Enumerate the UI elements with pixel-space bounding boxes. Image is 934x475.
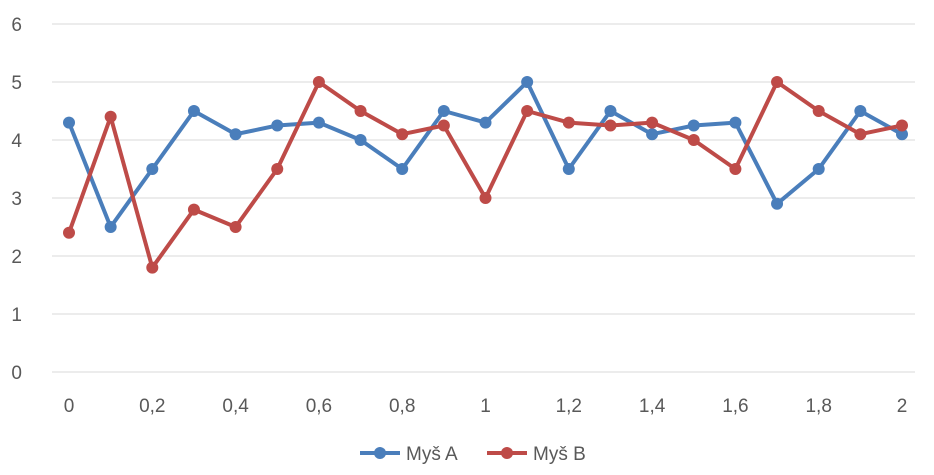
series-a-point bbox=[646, 128, 659, 141]
series-b bbox=[63, 76, 908, 274]
x-tick-label: 1,4 bbox=[639, 396, 666, 417]
y-tick-label: 5 bbox=[11, 73, 22, 94]
series-b-point bbox=[896, 119, 908, 132]
x-tick-label: 2 bbox=[897, 396, 908, 417]
series-a-point bbox=[521, 76, 534, 88]
gridlines bbox=[52, 23, 915, 373]
series-b-point bbox=[146, 261, 159, 274]
series-b-point bbox=[479, 192, 492, 204]
x-tick-label: 0,4 bbox=[222, 396, 249, 417]
series-a-point bbox=[187, 105, 200, 117]
series-b-point bbox=[646, 116, 659, 129]
series-a-point bbox=[604, 105, 617, 117]
series-a-point bbox=[396, 163, 409, 175]
series-a-point bbox=[437, 105, 450, 117]
series-a-point bbox=[104, 221, 117, 233]
series-b-point bbox=[812, 105, 825, 117]
y-tick-label: 2 bbox=[11, 247, 22, 268]
series-b-point bbox=[63, 226, 75, 239]
series-b-point bbox=[104, 110, 117, 123]
series-b-point bbox=[187, 203, 200, 216]
series-a-point bbox=[312, 116, 325, 129]
series-a-point bbox=[562, 163, 575, 175]
series-a-point bbox=[63, 116, 75, 129]
series-a-point bbox=[729, 116, 742, 129]
legend-item-mys-a[interactable]: Myš A bbox=[360, 444, 458, 465]
series-a-point bbox=[812, 163, 825, 175]
x-tick-label: 0,2 bbox=[139, 396, 165, 417]
series-a-point bbox=[354, 134, 367, 146]
legend-item-mys-b[interactable]: Myš B bbox=[487, 444, 586, 465]
y-tick-label: 3 bbox=[11, 189, 22, 210]
x-tick-label: 0 bbox=[64, 396, 75, 417]
series-a-point bbox=[229, 128, 242, 141]
legend-label: Myš B bbox=[533, 444, 586, 465]
series-a-point bbox=[146, 163, 159, 175]
x-tick-label: 0,6 bbox=[306, 396, 332, 417]
series-b-point bbox=[729, 163, 742, 175]
y-tick-label: 0 bbox=[11, 363, 22, 384]
series-layer bbox=[63, 76, 908, 274]
series-b-point bbox=[229, 221, 242, 233]
legend-marker-swatch bbox=[374, 447, 386, 459]
series-b-point bbox=[354, 105, 367, 117]
y-tick-label: 4 bbox=[11, 131, 22, 152]
x-tick-label: 1,8 bbox=[805, 396, 831, 417]
x-tick-label: 1 bbox=[480, 396, 491, 417]
series-a-point bbox=[479, 116, 492, 129]
series-a-point bbox=[687, 119, 700, 132]
series-a-point bbox=[896, 128, 908, 141]
x-tick-label: 0,8 bbox=[389, 396, 415, 417]
series-b-point bbox=[604, 119, 617, 132]
series-b-point bbox=[521, 105, 534, 117]
series-a-point bbox=[854, 105, 867, 117]
x-tick-label: 1,2 bbox=[556, 396, 582, 417]
series-b-point bbox=[396, 128, 409, 141]
y-axis-tick-labels: 0 1 2 3 4 5 6 bbox=[11, 15, 22, 384]
series-b-point bbox=[854, 128, 867, 141]
series-a-point bbox=[271, 119, 284, 132]
legend-marker-swatch bbox=[501, 447, 513, 459]
legend[interactable]: Myš A Myš B bbox=[360, 444, 586, 465]
legend-label: Myš A bbox=[406, 444, 458, 465]
series-b-point bbox=[562, 116, 575, 129]
series-b-point bbox=[312, 76, 325, 88]
x-axis-tick-labels: 0 0,2 0,4 0,6 0,8 1 1,2 1,4 1,6 1,8 2 bbox=[64, 396, 908, 417]
series-b-point bbox=[771, 76, 784, 88]
y-tick-label: 1 bbox=[11, 305, 22, 326]
series-b-point bbox=[437, 119, 450, 132]
series-a-point bbox=[771, 197, 784, 210]
y-tick-label: 6 bbox=[11, 15, 22, 36]
series-b-point bbox=[687, 134, 700, 146]
x-tick-label: 1,6 bbox=[722, 396, 748, 417]
series-a bbox=[63, 76, 908, 233]
series-b-point bbox=[271, 163, 284, 175]
